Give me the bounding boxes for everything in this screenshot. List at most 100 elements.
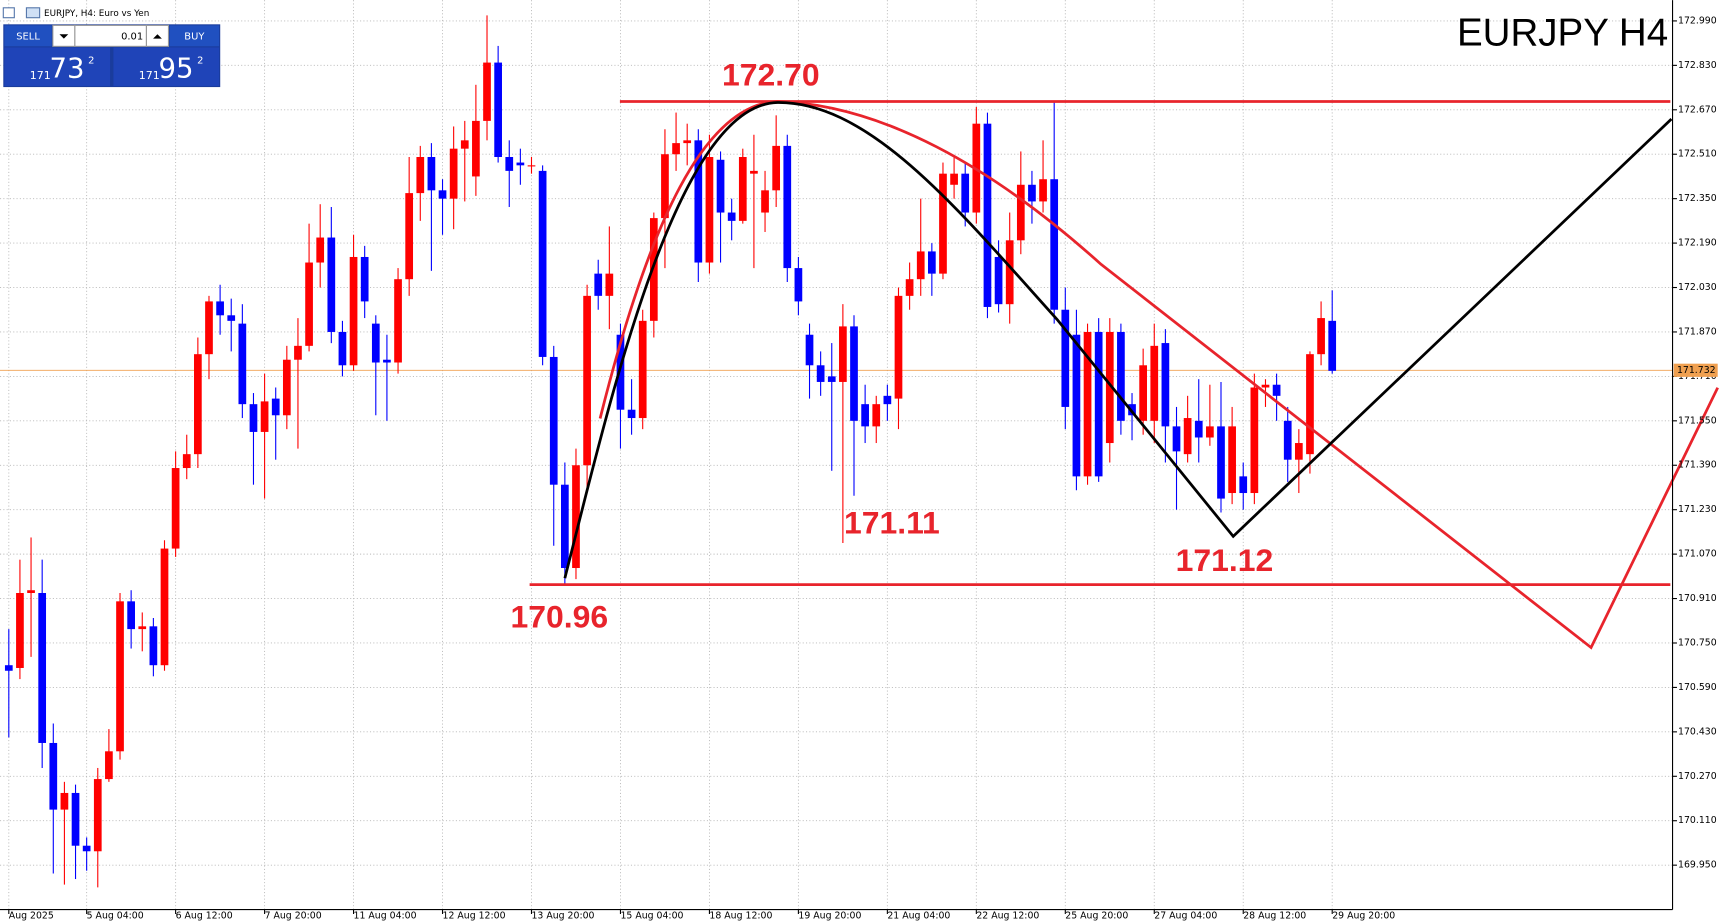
ask-pips: 95 (159, 52, 194, 84)
candle-body (872, 404, 881, 427)
buy-button[interactable] (169, 25, 220, 47)
candle-body (260, 401, 269, 432)
candle-body (71, 792, 80, 846)
ask-big-figure: 171 (139, 69, 160, 82)
trade-panel: SELL 0.01 BUY 171 73 2 171 95 2 (3, 24, 221, 88)
candle-body (1117, 331, 1125, 421)
candle-body (661, 154, 669, 219)
candle-body (216, 301, 224, 316)
candle-body (505, 156, 514, 171)
candle-body (516, 162, 525, 166)
candle-body (527, 165, 536, 167)
y-tick-label: 170.430 (1678, 726, 1717, 737)
level-label: 171.11 (844, 505, 940, 541)
candle-body (49, 742, 58, 810)
x-tick-label: 11 Aug 04:00 (354, 911, 417, 922)
candle-body (16, 593, 24, 668)
candle-body (1050, 179, 1059, 310)
y-tick-label: 172.030 (1678, 282, 1717, 293)
x-tick-label: 28 Aug 12:00 (1243, 911, 1306, 922)
candle-body (360, 256, 369, 302)
level-label: 171.12 (1176, 542, 1274, 578)
chart-title: EURJPY H4 (1457, 12, 1668, 55)
candle-body (416, 156, 425, 194)
candle-body (27, 590, 35, 594)
candle-body (282, 359, 291, 416)
candle-body (4, 665, 13, 671)
candle-body (549, 356, 558, 485)
candle-body (1061, 309, 1070, 407)
candle-body (538, 170, 547, 357)
grid (0, 0, 1673, 910)
up-arrow (153, 34, 162, 39)
bid-fraction: 2 (88, 56, 94, 67)
candle-body (1217, 426, 1225, 499)
candle-body (338, 331, 347, 366)
candle-body (1194, 420, 1203, 438)
x-tick-label: 13 Aug 20:00 (531, 911, 594, 922)
candle-body (394, 279, 402, 363)
candle-body (638, 320, 647, 419)
candle-body (1317, 318, 1325, 355)
y-tick-label: 171.550 (1678, 415, 1717, 426)
candle-body (483, 62, 491, 121)
candle-body (1150, 345, 1159, 421)
candle-body (794, 268, 803, 302)
candle-body (294, 345, 302, 360)
black-pattern-line (563, 101, 1673, 579)
candle-body (138, 626, 147, 630)
y-tick-label: 170.270 (1678, 771, 1717, 782)
candle-body (561, 484, 569, 569)
price-tag: 171.732 (1673, 363, 1718, 377)
x-tick-label: 7 Aug 20:00 (265, 911, 322, 922)
y-tick-label: 172.510 (1678, 149, 1717, 160)
candle-body (716, 159, 725, 213)
candle-body (1250, 387, 1259, 494)
x-tick-label: 19 Aug 20:00 (798, 911, 861, 922)
candle-body (316, 237, 325, 263)
candle-body (1294, 443, 1303, 460)
candle-body (583, 295, 591, 466)
y-tick-label: 172.990 (1678, 15, 1717, 26)
x-tick-label: 18 Aug 12:00 (709, 911, 772, 922)
candle-body (438, 190, 447, 199)
sell-button[interactable] (4, 25, 52, 47)
chart-icon (25, 7, 41, 19)
candle-body (627, 409, 636, 419)
y-tick-label: 171.390 (1678, 460, 1717, 471)
sell-label: SELL (16, 31, 40, 42)
candle-body (194, 354, 202, 455)
y-tick-label: 170.110 (1678, 815, 1717, 826)
candle-body (839, 326, 847, 382)
candle-body (149, 626, 158, 666)
candle-body (1328, 320, 1337, 371)
candle-body (1105, 331, 1114, 444)
candle-body (916, 251, 925, 280)
ask-panel[interactable] (113, 47, 220, 86)
candle-body (1306, 354, 1314, 455)
y-tick-label: 172.830 (1678, 60, 1717, 71)
bid-big-figure: 171 (30, 69, 51, 82)
candle-body (1172, 426, 1181, 452)
bid-panel[interactable] (4, 47, 111, 86)
menu-icon[interactable] (2, 7, 15, 19)
candle-body (1206, 426, 1214, 438)
candle-body (1028, 184, 1036, 202)
candle-body (827, 376, 836, 382)
candle-body (894, 295, 903, 399)
candle-body (327, 237, 336, 332)
candle-body (116, 601, 124, 752)
lot-value: 0.01 (121, 31, 143, 42)
candle-body (727, 212, 736, 221)
candle-body (1261, 384, 1270, 388)
candle-body (127, 601, 135, 630)
x-tick-label: 12 Aug 12:00 (443, 911, 506, 922)
buy-label: BUY (184, 31, 205, 42)
candle-body (649, 218, 658, 321)
candle-body (171, 468, 180, 549)
candle-body (939, 173, 947, 274)
y-tick-label: 170.910 (1678, 593, 1717, 604)
candle-body (683, 140, 692, 144)
